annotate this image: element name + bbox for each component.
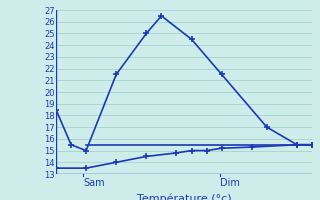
Text: Sam: Sam [83,178,105,188]
Text: Température (°c): Température (°c) [137,194,231,200]
Text: Dim: Dim [220,178,240,188]
